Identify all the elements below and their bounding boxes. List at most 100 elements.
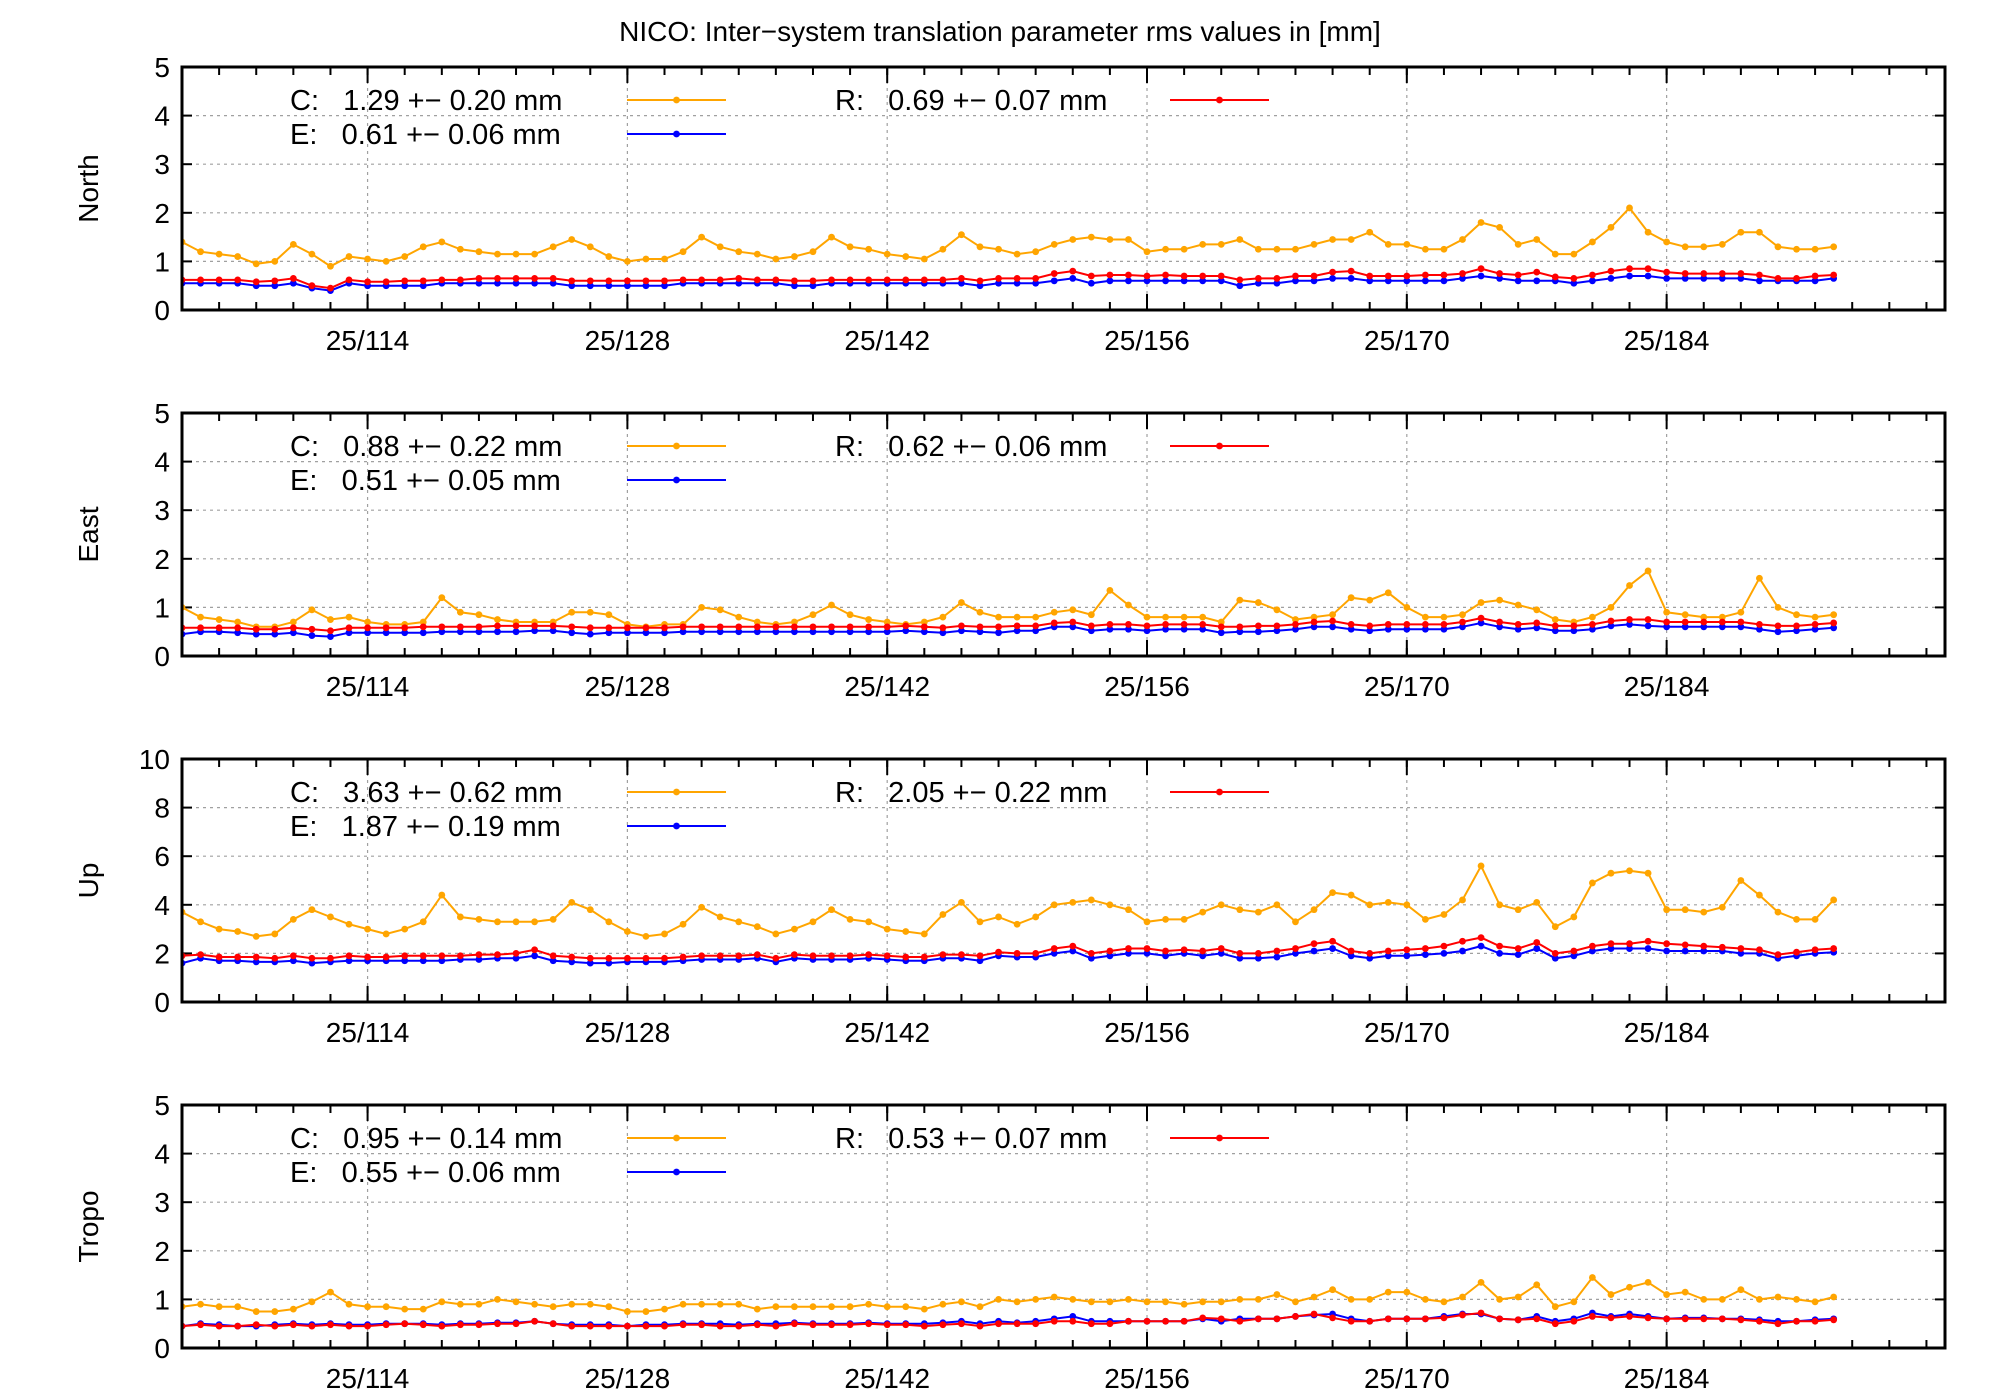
data-point	[1607, 869, 1615, 877]
data-point	[1217, 623, 1225, 631]
data-point	[252, 260, 260, 268]
data-point	[234, 928, 242, 935]
data-point	[1069, 623, 1077, 631]
data-point	[1570, 1298, 1578, 1306]
series-R	[182, 1309, 1838, 1330]
data-point	[456, 952, 464, 960]
data-point	[382, 930, 390, 938]
data-point	[1180, 613, 1188, 621]
data-point	[1793, 915, 1800, 923]
data-point	[1329, 937, 1336, 945]
data-point	[1514, 625, 1522, 633]
data-point	[1310, 940, 1318, 948]
data-point	[401, 624, 409, 632]
data-point	[1199, 277, 1207, 285]
series-line-R	[182, 936, 1834, 960]
data-point	[1421, 951, 1429, 959]
data-point	[1737, 228, 1745, 236]
data-point	[1774, 628, 1782, 636]
data-point	[1533, 945, 1541, 952]
data-point	[197, 1321, 204, 1329]
data-point	[345, 1300, 353, 1308]
data-point	[345, 276, 353, 284]
data-point	[438, 1322, 446, 1330]
legend-swatch-point	[673, 1134, 680, 1142]
data-point	[1069, 898, 1077, 906]
legend-swatch-point	[673, 442, 680, 450]
data-point	[234, 624, 242, 632]
legend-text: R: 0.69 +− 0.07 mm	[835, 85, 1107, 117]
data-point	[1607, 223, 1615, 231]
data-point	[531, 918, 538, 926]
data-point	[605, 624, 613, 632]
data-point	[1143, 950, 1151, 957]
data-point	[1403, 1288, 1411, 1296]
data-point	[1236, 628, 1244, 636]
data-point	[289, 279, 297, 287]
data-point	[1756, 1296, 1763, 1303]
data-point	[623, 928, 631, 935]
data-point	[1589, 277, 1596, 285]
data-point	[1273, 953, 1281, 961]
data-point	[939, 951, 947, 959]
data-point	[234, 253, 242, 260]
data-point	[1514, 945, 1522, 952]
data-point	[1032, 1320, 1040, 1328]
x-tick-label: 25/142	[844, 1363, 930, 1394]
data-point	[1626, 945, 1633, 952]
data-point	[902, 627, 910, 635]
y-tick-label: 3	[154, 495, 170, 526]
data-point	[1254, 908, 1262, 916]
data-point	[1551, 954, 1559, 962]
data-point	[605, 629, 613, 637]
data-point	[809, 952, 817, 960]
data-point	[920, 953, 928, 961]
data-point	[1607, 267, 1615, 275]
data-point	[531, 946, 538, 954]
data-point	[976, 608, 984, 616]
data-point	[661, 624, 668, 632]
data-point	[1087, 272, 1095, 280]
data-point	[1496, 270, 1504, 277]
data-point	[1125, 906, 1132, 914]
data-point	[1718, 623, 1726, 631]
data-point	[1774, 604, 1782, 611]
data-point	[1756, 625, 1763, 633]
data-point	[828, 276, 835, 284]
data-point	[1143, 622, 1151, 630]
data-point	[512, 622, 520, 630]
data-point	[791, 282, 798, 290]
data-point	[1421, 277, 1429, 285]
data-point	[419, 629, 427, 637]
data-point	[271, 630, 279, 638]
data-point	[1013, 1298, 1021, 1306]
data-point	[995, 623, 1002, 631]
data-point	[1329, 1286, 1336, 1294]
data-point	[1700, 942, 1708, 950]
data-point	[1180, 621, 1188, 628]
data-point	[1403, 621, 1411, 628]
data-point	[308, 625, 316, 633]
data-point	[1626, 265, 1633, 273]
data-point	[1514, 601, 1522, 609]
data-point	[1087, 1298, 1095, 1306]
data-point	[1421, 621, 1429, 628]
data-point	[1384, 625, 1392, 633]
data-point	[772, 930, 780, 938]
data-point	[661, 629, 668, 637]
data-point	[753, 951, 761, 959]
data-point	[698, 233, 706, 241]
legend-entry-C: C: 0.95 +− 0.14 mm	[290, 1123, 726, 1155]
data-point	[1106, 1298, 1114, 1306]
data-point	[1143, 277, 1151, 285]
data-point	[1162, 245, 1169, 253]
data-point	[234, 1322, 242, 1330]
data-point	[698, 952, 706, 960]
data-point	[1236, 954, 1244, 962]
data-point	[679, 628, 687, 636]
x-tick-label: 25/156	[1104, 1363, 1190, 1394]
data-point	[1199, 272, 1207, 280]
data-point	[512, 918, 520, 926]
data-point	[1700, 623, 1708, 631]
data-point	[1032, 950, 1040, 957]
